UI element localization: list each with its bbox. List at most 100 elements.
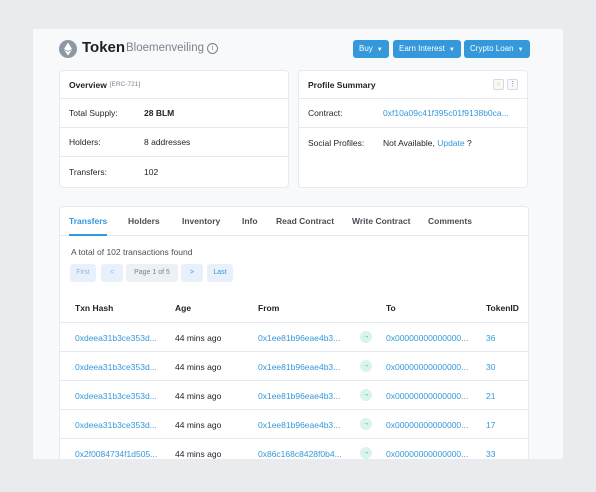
contract-row: Contract: 0xf10a09c41f395c01f9138b0ca...	[299, 99, 527, 128]
token-id-link[interactable]: 21	[486, 391, 496, 401]
total-supply-value: 28 BLM	[144, 108, 175, 118]
tab-bar: Transfers Holders Inventory Info Read Co…	[60, 207, 528, 236]
token-id-link[interactable]: 30	[486, 362, 496, 372]
ethereum-logo-icon	[59, 40, 77, 58]
tab-transfers[interactable]: Transfers	[69, 207, 108, 236]
transfers-value: 102	[144, 166, 159, 177]
txn-age: 44 mins ago	[175, 362, 222, 372]
to-address-link[interactable]: 0x00000000000000...	[386, 362, 469, 372]
table-row: 0xdeea31b3ce353d... 44 mins ago 0x1ee81b…	[60, 410, 528, 439]
update-link[interactable]: Update	[437, 137, 465, 148]
chevron-down-icon: ▼	[448, 47, 455, 53]
txn-hash-link[interactable]: 0xdeea31b3ce353d...	[75, 420, 157, 430]
overview-card-header: Overview [ERC-721]	[60, 71, 288, 99]
token-name-text: Bloemenveiling	[126, 42, 204, 54]
from-address-link[interactable]: 0x86c168c8428f0b4...	[258, 449, 342, 459]
total-supply-label: Total Supply:	[69, 108, 118, 118]
holders-label: Holders:	[69, 137, 101, 147]
pager-prev-button[interactable]: <	[101, 264, 123, 282]
arrow-right-icon: →	[360, 331, 372, 343]
token-id-link[interactable]: 36	[486, 333, 496, 343]
info-icon[interactable]: i	[207, 43, 218, 54]
earn-interest-button-label: Earn Interest	[399, 44, 445, 53]
to-address-link[interactable]: 0x00000000000000...	[386, 420, 469, 430]
profile-summary-title: Profile Summary	[308, 79, 376, 90]
chevron-down-icon: ▼	[376, 47, 383, 53]
crypto-loan-button[interactable]: Crypto Loan ▼	[464, 40, 530, 58]
transfers-label: Transfers:	[69, 166, 107, 177]
earn-interest-button[interactable]: Earn Interest ▼	[393, 40, 461, 58]
table-row: 0xdeea31b3ce353d... 44 mins ago 0x1ee81b…	[60, 323, 528, 352]
arrow-right-icon: →	[360, 360, 372, 372]
page-title: Token	[82, 39, 126, 56]
from-address-link[interactable]: 0x1ee81b96eae4b3...	[258, 333, 341, 343]
arrow-right-icon: →	[360, 447, 372, 459]
page-header: Token Bloemenveiling i	[59, 39, 529, 61]
tab-read-contract[interactable]: Read Contract	[276, 216, 335, 226]
txn-hash-link[interactable]: 0xdeea31b3ce353d...	[75, 333, 157, 343]
to-address-link[interactable]: 0x00000000000000...	[386, 333, 469, 343]
social-profiles-value: Not Available, Update ?	[383, 138, 472, 148]
buy-button-label: Buy	[359, 44, 373, 53]
overview-title: Overview	[69, 79, 107, 90]
holders-row: Holders: 8 addresses	[60, 128, 288, 157]
profile-summary-card: Profile Summary ○ ⋮ Contract: 0xf10a09c4…	[298, 70, 528, 188]
table-row: 0xdeea31b3ce353d... 44 mins ago 0x1ee81b…	[60, 381, 528, 410]
overview-card: Overview [ERC-721] Total Supply: 28 BLM …	[59, 70, 289, 188]
txn-age: 44 mins ago	[175, 420, 222, 430]
txn-age: 44 mins ago	[175, 449, 222, 459]
total-supply-row: Total Supply: 28 BLM	[60, 99, 288, 128]
pager-page-indicator: Page 1 of 5	[126, 264, 178, 282]
transactions-summary: A total of 102 transactions found	[71, 247, 193, 257]
column-header-to: To	[386, 303, 396, 313]
arrow-right-icon: →	[360, 389, 372, 401]
column-header-from: From	[258, 303, 280, 313]
txn-hash-link[interactable]: 0xdeea31b3ce353d...	[75, 391, 157, 401]
token-id-link[interactable]: 17	[486, 420, 496, 430]
profile-summary-header: Profile Summary ○ ⋮	[299, 71, 527, 99]
social-profiles-row: Social Profiles: Not Available, Update ?	[299, 128, 527, 157]
more-options-icon[interactable]: ⋮	[507, 79, 518, 90]
contract-address-link[interactable]: 0xf10a09c41f395c01f9138b0ca...	[383, 108, 509, 118]
buy-button[interactable]: Buy ▼	[353, 40, 389, 58]
to-address-link[interactable]: 0x00000000000000...	[386, 449, 469, 459]
transfers-card: Transfers Holders Inventory Info Read Co…	[59, 206, 529, 459]
social-profiles-label: Social Profiles:	[308, 137, 365, 148]
profile-actions: ○ ⋮	[493, 79, 518, 90]
to-address-link[interactable]: 0x00000000000000...	[386, 391, 469, 401]
pager-first-button[interactable]: First	[70, 264, 96, 282]
column-header-age: Age	[175, 303, 192, 313]
chevron-down-icon: ▼	[517, 47, 524, 53]
holders-value: 8 addresses	[144, 137, 191, 147]
crypto-loan-button-label: Crypto Loan	[470, 44, 514, 53]
tab-info[interactable]: Info	[242, 216, 258, 226]
table-header: Txn Hash Age From To TokenID	[60, 295, 528, 323]
txn-hash-link[interactable]: 0x2f0084734f1d505...	[75, 449, 158, 459]
social-profiles-suffix: ?	[467, 137, 472, 148]
pager-next-button[interactable]: >	[181, 264, 203, 282]
social-profiles-text: Not Available,	[383, 137, 435, 148]
pager-last-button[interactable]: Last	[207, 264, 233, 282]
tab-write-contract[interactable]: Write Contract	[352, 216, 411, 226]
txn-hash-link[interactable]: 0xdeea31b3ce353d...	[75, 362, 157, 372]
tab-inventory[interactable]: Inventory	[182, 216, 221, 226]
txn-age: 44 mins ago	[175, 333, 222, 343]
transfers-row: Transfers: 102	[60, 157, 288, 186]
token-standard: [ERC-721]	[109, 81, 141, 88]
from-address-link[interactable]: 0x1ee81b96eae4b3...	[258, 391, 341, 401]
tab-holders[interactable]: Holders	[128, 216, 160, 226]
from-address-link[interactable]: 0x1ee81b96eae4b3...	[258, 420, 341, 430]
token-name: Bloemenveiling i	[126, 42, 218, 54]
token-page: Token Bloemenveiling i Buy ▼ Earn Interest…	[33, 29, 563, 459]
token-id-link[interactable]: 33	[486, 449, 496, 459]
circle-icon[interactable]: ○	[493, 79, 504, 90]
table-row: 0xdeea31b3ce353d... 44 mins ago 0x1ee81b…	[60, 352, 528, 381]
column-header-token-id: TokenID	[486, 303, 519, 313]
tab-comments[interactable]: Comments	[428, 216, 472, 226]
contract-label: Contract:	[308, 108, 343, 118]
column-header-txn-hash: Txn Hash	[75, 303, 114, 313]
table-row: 0x2f0084734f1d505... 44 mins ago 0x86c16…	[60, 439, 528, 459]
from-address-link[interactable]: 0x1ee81b96eae4b3...	[258, 362, 341, 372]
txn-age: 44 mins ago	[175, 391, 222, 401]
arrow-right-icon: →	[360, 418, 372, 430]
